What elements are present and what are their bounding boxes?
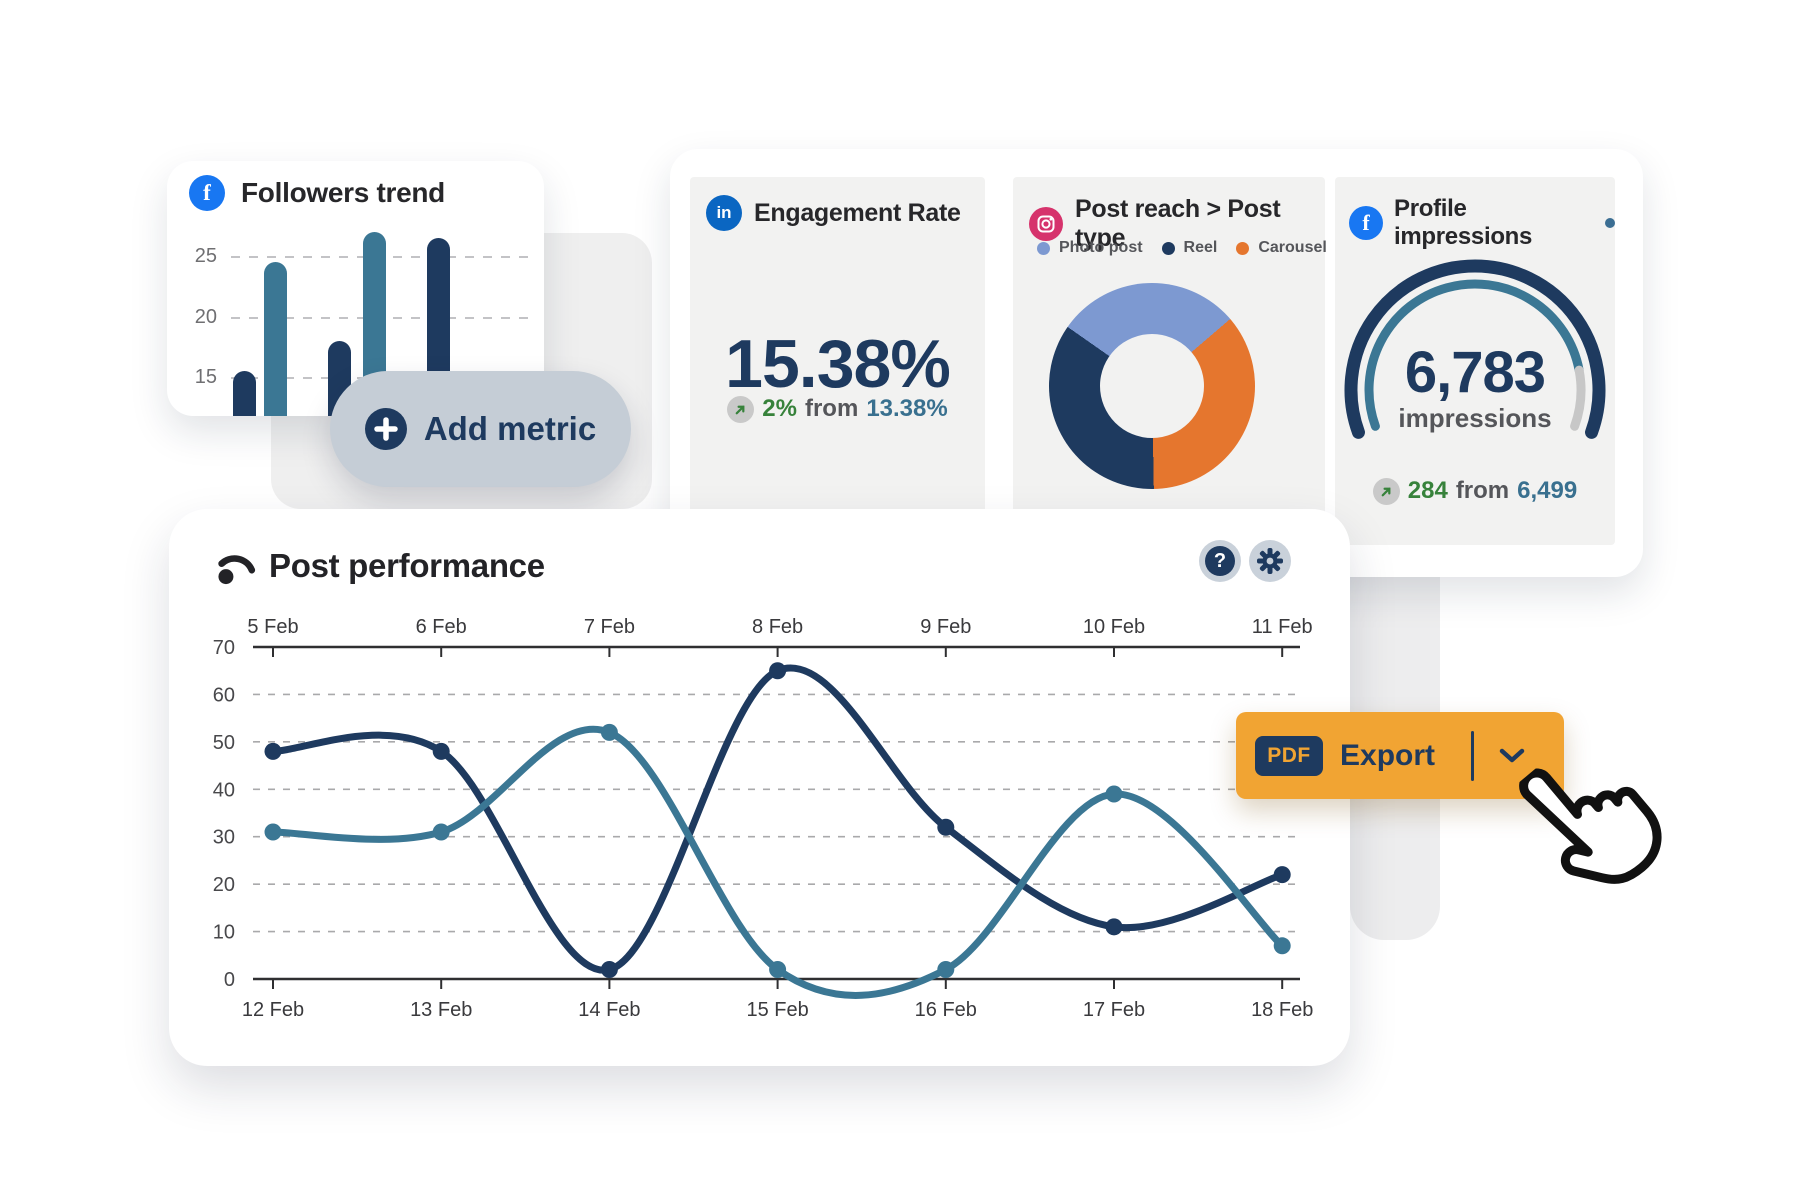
mini-bar	[232, 370, 256, 416]
svg-text:11 Feb: 11 Feb	[1252, 616, 1313, 638]
svg-text:10: 10	[213, 922, 235, 944]
legend-label-carousel: Carousel	[1258, 239, 1327, 256]
export-label: Export	[1340, 738, 1436, 772]
gear-icon	[1257, 548, 1283, 574]
post-performance-line-chart: 5 Feb 6 Feb 7 Feb 8 Feb 9 Feb 10 Feb 11 Feb 12 …	[213, 616, 1314, 1021]
linkedin-icon: in	[706, 195, 742, 231]
profile-impressions-card: f Profile impressions 6,783 impressions …	[1335, 177, 1615, 545]
engagement-delta: 2%	[762, 395, 797, 422]
arrow-up-right-icon	[1372, 477, 1400, 505]
impressions-unit: impressions	[1398, 403, 1552, 433]
engagement-previous: 13.38%	[866, 395, 948, 422]
svg-text:16 Feb: 16 Feb	[915, 999, 977, 1021]
reach-card-title: Post reach > Post type	[1075, 195, 1281, 252]
engagement-rate-card: in Engagement Rate 15.38% 2% from 13.38%	[690, 177, 985, 545]
followers-card-title: Followers trend	[241, 177, 445, 208]
post-reach-card: Post reach > Post type Photo post Reel C…	[1013, 177, 1327, 545]
legend-dot-carousel	[1236, 241, 1250, 255]
svg-text:9 Feb: 9 Feb	[920, 616, 971, 638]
gauge-icon	[218, 555, 256, 585]
impressions-from-label: from	[1455, 477, 1510, 504]
impressions-delta: 284	[1407, 477, 1448, 504]
mini-ytick-label: 15	[194, 366, 217, 388]
svg-text:8 Feb: 8 Feb	[752, 616, 803, 638]
legend-label-photo-post: Photo post	[1059, 239, 1143, 256]
svg-text:70: 70	[213, 637, 235, 659]
stats-panel: in Engagement Rate 15.38% 2% from 13.38%	[670, 149, 1643, 577]
mini-bar	[362, 232, 386, 416]
mini-ytick-label: 25	[194, 245, 217, 268]
status-dot	[1605, 218, 1615, 228]
donut-hole	[1100, 334, 1204, 438]
svg-text:5 Feb: 5 Feb	[247, 616, 298, 638]
hand-cursor-icon	[1519, 768, 1662, 884]
add-metric-label: Add metric	[423, 410, 597, 447]
donut-legend: Photo post Reel Carousel	[1037, 239, 1327, 257]
svg-text:50: 50	[213, 732, 235, 754]
svg-text:10 Feb: 10 Feb	[1083, 616, 1145, 638]
legend-dot-reel	[1161, 241, 1175, 255]
svg-text:18 Feb: 18 Feb	[1251, 999, 1313, 1021]
plus-icon	[364, 408, 407, 450]
post-performance-card: Post performance ? 5 Feb 6 Feb 7 Feb 8 Feb 9…	[169, 509, 1350, 1066]
svg-text:6 Feb: 6 Feb	[416, 616, 467, 638]
mini-ytick-label: 20	[194, 305, 217, 328]
pdf-badge: PDF	[1255, 735, 1323, 776]
svg-text:17 Feb: 17 Feb	[1083, 999, 1145, 1021]
add-metric-button[interactable]: Add metric	[330, 371, 631, 487]
legend-dot-photo-post	[1037, 241, 1050, 255]
svg-text:40: 40	[213, 779, 235, 801]
export-separator	[1471, 730, 1475, 781]
mini-bar	[263, 262, 287, 416]
post-reach-donut-chart	[1049, 283, 1255, 489]
svg-text:7 Feb: 7 Feb	[584, 616, 635, 638]
svg-text:14 Feb: 14 Feb	[578, 999, 640, 1021]
post-performance-title: Post performance	[269, 547, 545, 584]
question-icon: ?	[1205, 546, 1235, 576]
engagement-card-title: Engagement Rate	[754, 198, 961, 227]
svg-text:12 Feb: 12 Feb	[242, 999, 304, 1021]
facebook-icon: f	[1349, 206, 1383, 240]
export-button[interactable]: PDF Export	[1236, 712, 1564, 799]
svg-text:13 Feb: 13 Feb	[410, 999, 472, 1021]
chevron-down-icon[interactable]	[1498, 747, 1526, 765]
svg-text:0: 0	[224, 969, 235, 991]
help-button[interactable]: ?	[1199, 540, 1241, 582]
impressions-gauge-chart	[1344, 259, 1606, 439]
impressions-value: 6,783	[1404, 340, 1546, 405]
arrow-up-right-icon	[727, 395, 755, 423]
engagement-value: 15.38%	[725, 326, 951, 402]
engagement-from-label: from	[804, 395, 859, 422]
svg-text:15 Feb: 15 Feb	[746, 999, 808, 1021]
profile-card-title: Profile impressions	[1394, 195, 1533, 250]
svg-text:30: 30	[213, 827, 235, 849]
legend-label-reel: Reel	[1183, 239, 1218, 256]
settings-button[interactable]	[1249, 540, 1291, 582]
instagram-icon	[1029, 207, 1063, 241]
impressions-previous: 6,499	[1517, 477, 1578, 504]
facebook-icon: f	[189, 175, 225, 211]
svg-text:20: 20	[213, 874, 235, 896]
svg-text:60: 60	[213, 684, 235, 706]
